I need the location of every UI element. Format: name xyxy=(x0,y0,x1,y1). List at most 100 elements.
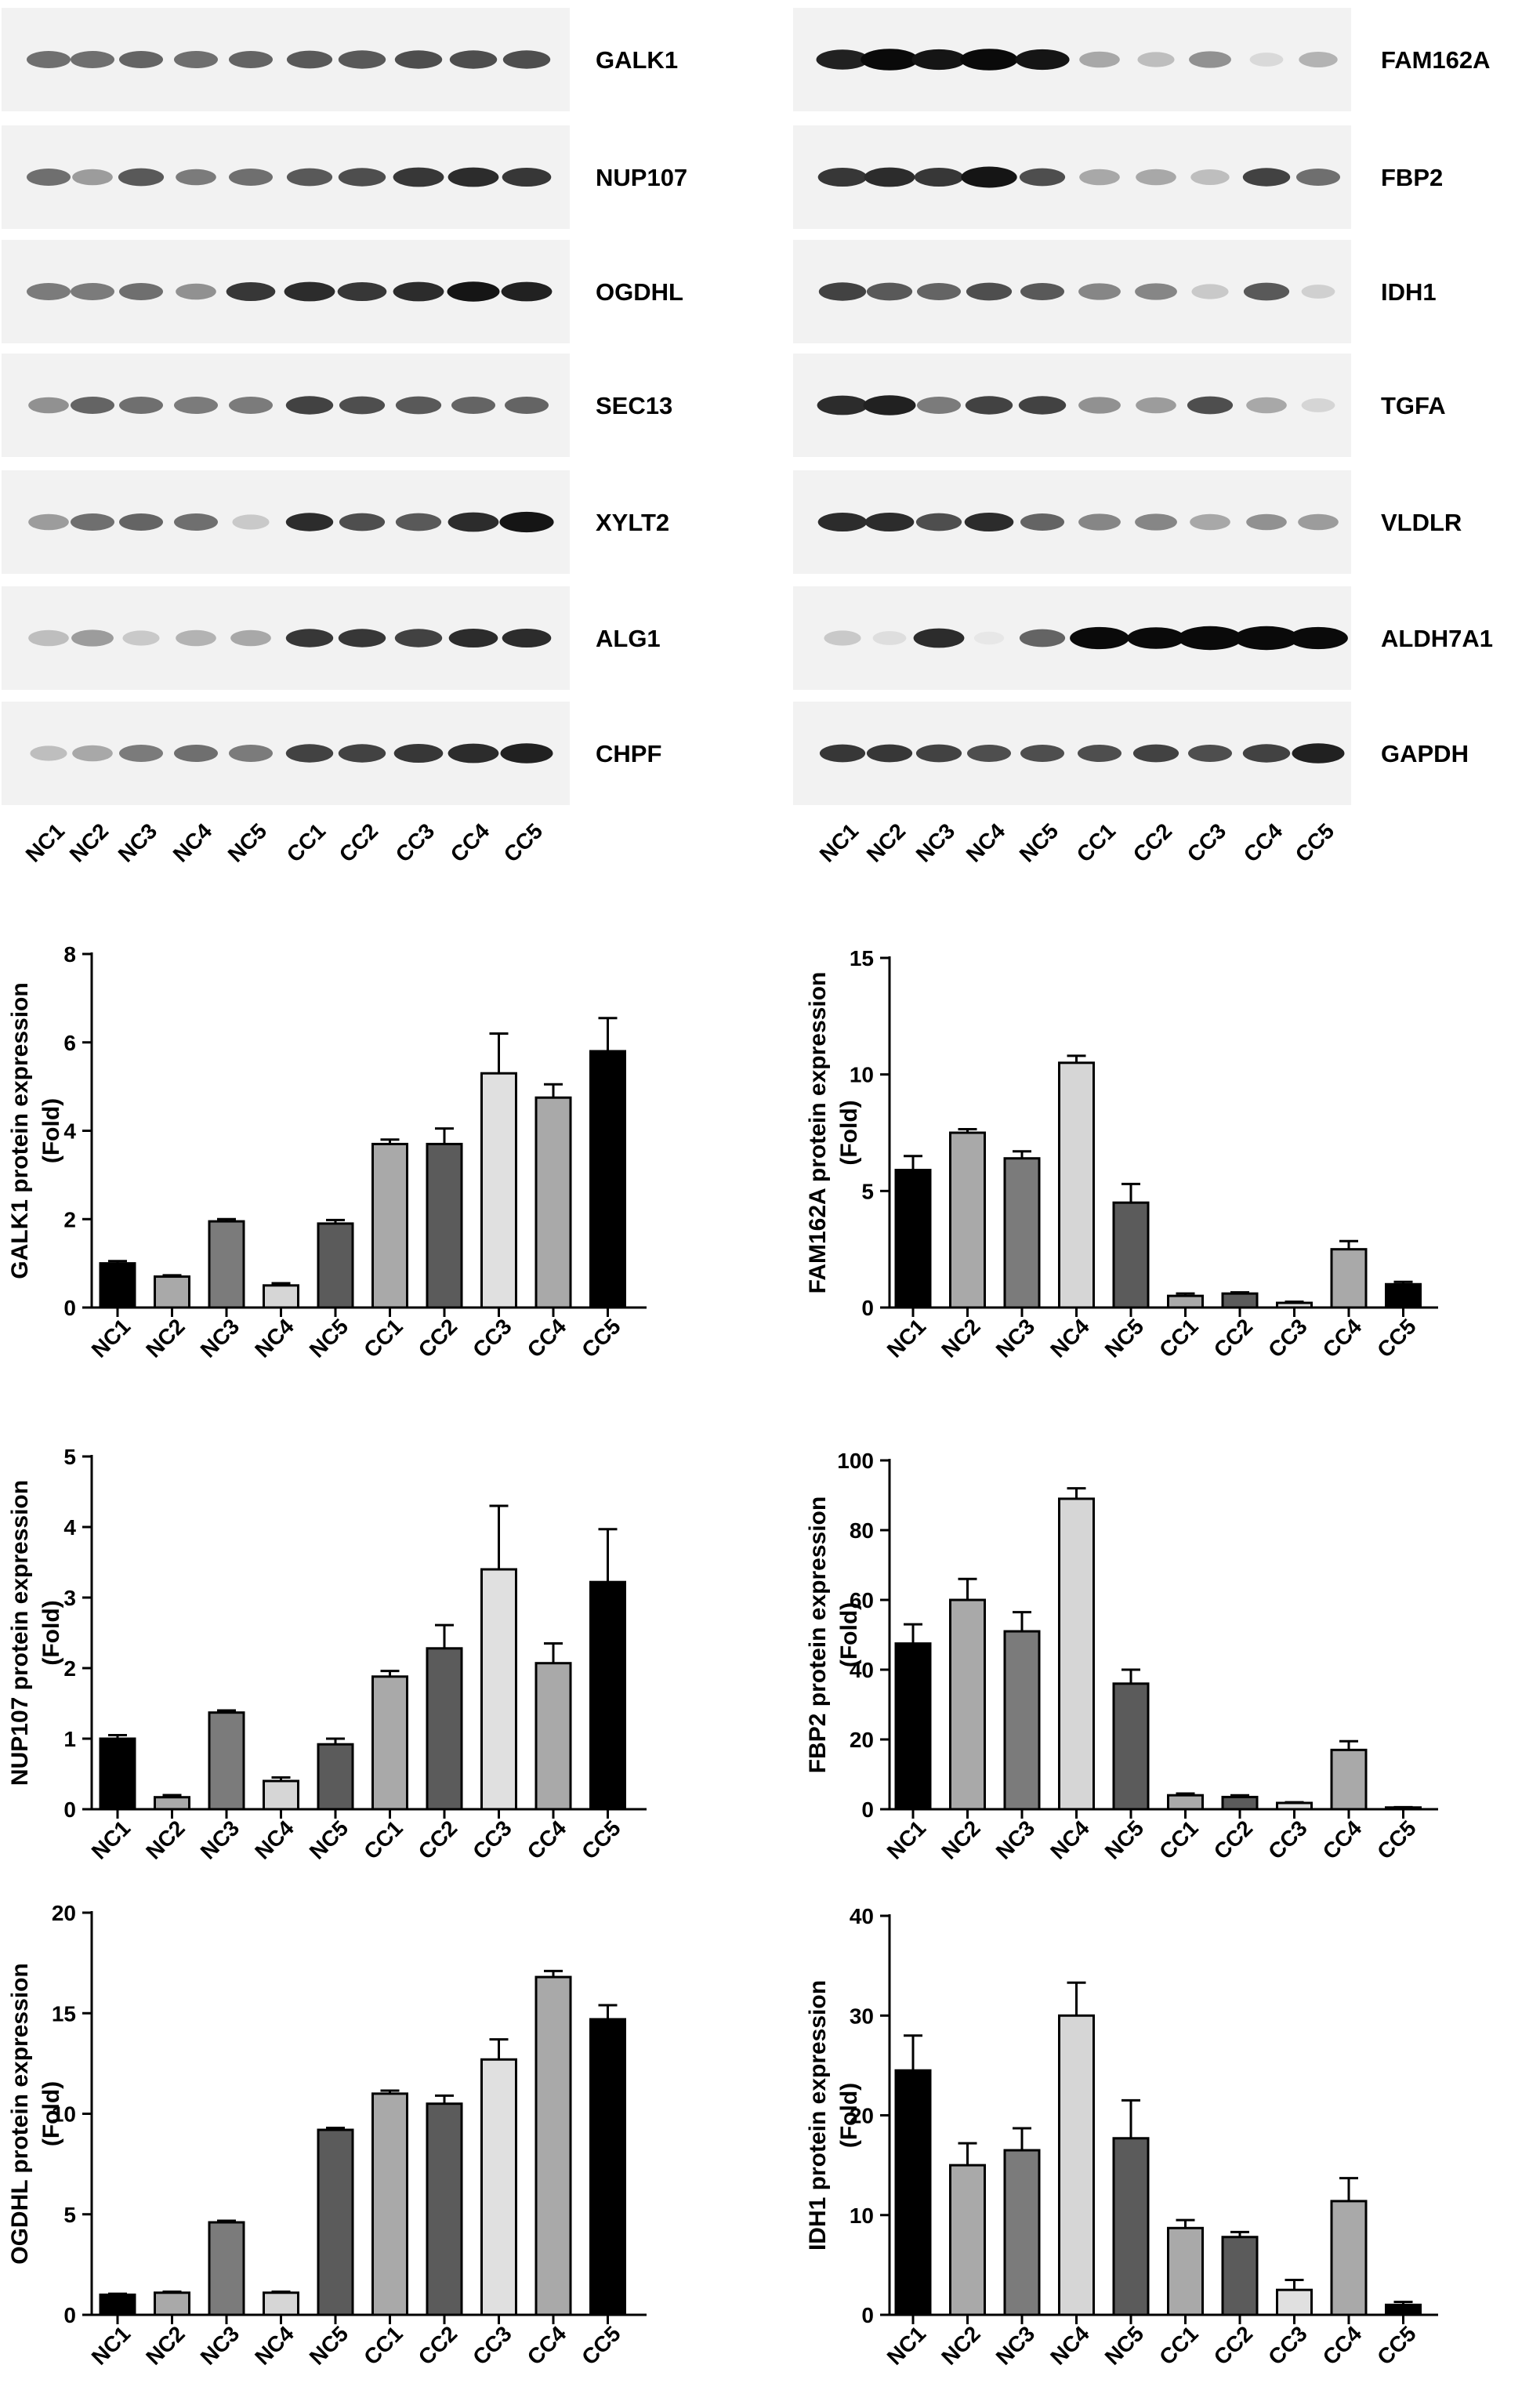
blot-band xyxy=(393,743,444,764)
blot-band xyxy=(1188,745,1232,762)
blot-band xyxy=(339,396,386,415)
y-tick-label: 0 xyxy=(63,1797,76,1822)
blot-band xyxy=(1243,282,1290,301)
blot-protein-label: IDH1 xyxy=(1381,278,1437,306)
y-tick-label: 30 xyxy=(850,2004,874,2028)
blot-band xyxy=(1078,283,1121,300)
bar-cc5 xyxy=(1385,2303,1422,2316)
blot-band xyxy=(71,283,114,300)
bar-cc2 xyxy=(426,1647,463,1811)
blot-band xyxy=(118,168,165,187)
y-tick-label: 2 xyxy=(63,1656,76,1681)
x-tick-label: CC1 xyxy=(359,1815,408,1864)
y-tick-label: 5 xyxy=(63,1445,76,1469)
y-tick-label: 80 xyxy=(850,1518,874,1543)
blot-band xyxy=(339,513,386,531)
y-tick-label: 10 xyxy=(52,2102,76,2127)
x-tick-label: CC1 xyxy=(1154,1314,1203,1362)
blot-band xyxy=(229,397,273,414)
x-tick-label: NC1 xyxy=(87,1314,136,1362)
blot-band xyxy=(1020,513,1064,531)
blot-band xyxy=(1079,51,1120,68)
blot-protein-label: VLDLR xyxy=(1381,509,1462,536)
bar-nc5 xyxy=(317,1222,354,1309)
x-tick-label: CC2 xyxy=(1209,1815,1258,1864)
bar-nc2 xyxy=(949,2164,986,2316)
blot-band xyxy=(960,49,1018,71)
y-axis-label: FBP2 protein expression (Fold) xyxy=(805,1496,862,1773)
blot-band xyxy=(967,745,1011,762)
blot-band xyxy=(973,631,1005,645)
blot-band xyxy=(866,282,913,301)
blot-band xyxy=(72,169,113,186)
blot-band xyxy=(395,396,442,415)
blot-band xyxy=(864,167,915,187)
blot-band xyxy=(816,49,869,70)
blot-band xyxy=(285,513,334,531)
blot-band xyxy=(915,744,962,763)
x-tick-label: CC2 xyxy=(414,1815,462,1864)
blot-lane-label: NC2 xyxy=(65,818,114,867)
blot-lane-label: NC4 xyxy=(962,818,1010,867)
x-tick-label: NC4 xyxy=(1045,2321,1094,2370)
y-tick-label: 10 xyxy=(850,2204,874,2228)
blot-band xyxy=(824,630,861,646)
bar-nc2 xyxy=(949,1598,986,1811)
x-tick-label: NC4 xyxy=(250,1314,299,1362)
blot-lane-label: CC1 xyxy=(1072,818,1121,867)
blot-lane-label: NC5 xyxy=(223,818,272,867)
x-tick-label: CC4 xyxy=(1318,1815,1367,1864)
blot-protein-label: SEC13 xyxy=(596,392,672,419)
bar-nc5 xyxy=(1112,1682,1150,1811)
blot-band xyxy=(174,513,218,531)
blot-band xyxy=(119,745,163,762)
x-tick-label: CC5 xyxy=(577,1815,625,1864)
bar-cc5 xyxy=(1385,1282,1422,1309)
blot-row-ogdhl: OGDHL xyxy=(2,240,683,343)
bar-cc4 xyxy=(534,1662,572,1811)
blot-band xyxy=(1190,169,1230,185)
bar-cc4 xyxy=(534,1975,572,2316)
bar-nc3 xyxy=(208,1220,245,1309)
x-tick-label: NC3 xyxy=(196,1314,245,1362)
x-tick-label: NC3 xyxy=(991,1815,1040,1864)
bar-cc3 xyxy=(1276,1301,1313,1309)
blot-band xyxy=(71,51,114,68)
blot-band xyxy=(1018,396,1067,415)
blot-lane-label: CC4 xyxy=(1239,818,1288,867)
y-tick-label: 0 xyxy=(63,1296,76,1320)
bar-chart-6: 0 10 20 30 40 NC1 NC2 NC3 NC4 NC5 CC1 CC2 CC3 CC4 CC5 I… xyxy=(805,1904,1438,2370)
x-tick-label: CC2 xyxy=(414,2321,462,2370)
bar-nc3 xyxy=(1003,1157,1041,1309)
blot-row-fam162a: FAM162A xyxy=(793,8,1491,111)
blot-row-tgfa: TGFA xyxy=(793,354,1446,457)
blot-band xyxy=(28,629,69,647)
blot-lane-label: CC1 xyxy=(282,818,331,867)
bar-nc1 xyxy=(894,1642,932,1811)
blot-lane-label: CC4 xyxy=(446,818,495,867)
blot-band xyxy=(1079,169,1120,186)
x-tick-label: NC1 xyxy=(882,1815,931,1864)
blot-band xyxy=(1135,513,1177,531)
blot-band xyxy=(1296,169,1340,186)
blot-band xyxy=(226,281,276,302)
blot-band xyxy=(230,629,271,647)
x-tick-label: CC3 xyxy=(468,1815,516,1864)
y-tick-label: 20 xyxy=(850,2104,874,2128)
blot-band xyxy=(1190,513,1230,531)
blot-band xyxy=(502,167,552,187)
bar-nc1 xyxy=(99,1737,136,1811)
bar-nc4 xyxy=(263,1284,299,1309)
blot-band xyxy=(861,49,919,71)
x-tick-label: CC4 xyxy=(1318,2321,1367,2370)
x-tick-label: CC4 xyxy=(523,1815,571,1864)
x-tick-label: NC5 xyxy=(1100,1815,1149,1864)
blot-band xyxy=(447,281,500,302)
x-tick-label: NC5 xyxy=(1100,2321,1149,2370)
bar-nc5 xyxy=(1112,1201,1150,1309)
blot-band xyxy=(71,629,114,647)
blot-band xyxy=(863,395,916,415)
bar-cc2 xyxy=(1221,1292,1259,1309)
blot-band xyxy=(176,169,216,186)
